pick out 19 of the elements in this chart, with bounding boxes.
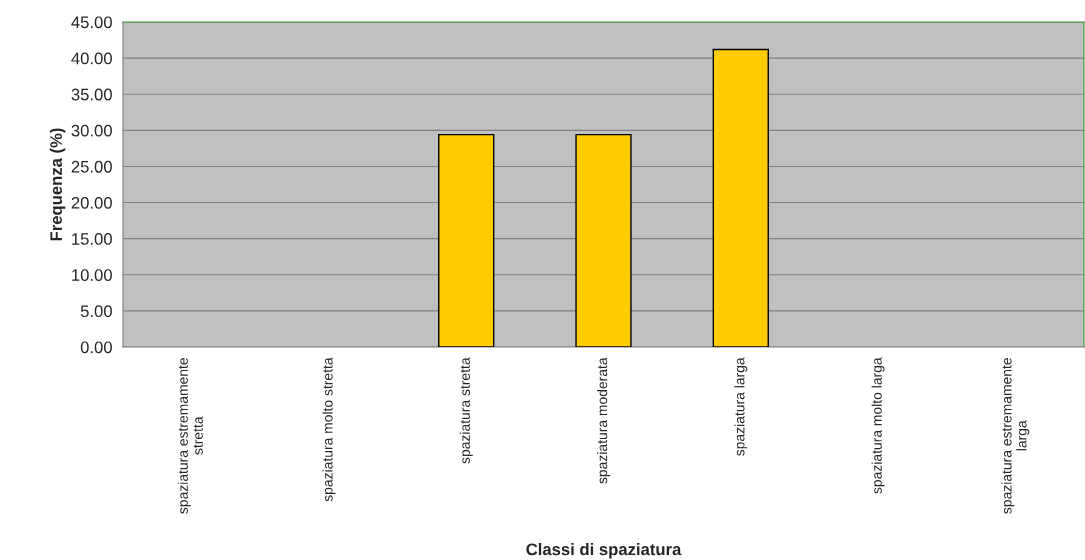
x-tick-label: spaziatura estremamente larga: [1001, 358, 1030, 514]
y-tick-label: 20.00: [71, 196, 112, 209]
x-tick-label: spaziatura estremamente stretta: [177, 358, 203, 514]
y-tick-label: 30.00: [71, 124, 112, 137]
y-tick-label: 45.00: [71, 16, 112, 29]
y-tick-label: 15.00: [72, 233, 112, 245]
y-tick-label: 10.00: [72, 269, 112, 281]
y-tick-label: 40.00: [71, 52, 112, 65]
x-tick-label: spaziatura molto larga: [871, 357, 885, 494]
x-axis-title: Classi di spaziatura: [526, 543, 682, 559]
y-tick-label: 0.00: [80, 341, 112, 354]
y-tick-label: 5.00: [80, 305, 112, 318]
x-tick-label: spaziatura molto stretta: [322, 357, 336, 502]
x-tick-label: spaziatura stretta: [459, 357, 473, 464]
y-tick-label: 25.00: [71, 160, 112, 173]
y-tick-label: 35.00: [71, 88, 112, 101]
x-tick-label: spaziatura moderata: [597, 357, 610, 484]
y-axis-title: Frequenza (%): [49, 128, 66, 241]
x-tick-label: spaziatura larga: [734, 357, 748, 456]
